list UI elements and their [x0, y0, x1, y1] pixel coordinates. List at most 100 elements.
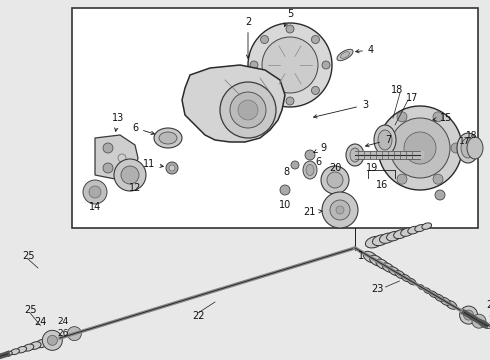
Text: 4: 4 — [356, 45, 374, 55]
Polygon shape — [95, 135, 138, 180]
Ellipse shape — [372, 235, 389, 246]
Circle shape — [103, 163, 113, 173]
Circle shape — [250, 61, 258, 69]
Text: 25: 25 — [24, 305, 37, 315]
Text: 8: 8 — [283, 167, 289, 177]
Ellipse shape — [401, 274, 411, 282]
Circle shape — [472, 314, 486, 328]
Circle shape — [166, 162, 178, 174]
Text: 10: 10 — [279, 200, 291, 210]
Circle shape — [336, 206, 344, 214]
Text: 24: 24 — [58, 317, 69, 326]
Ellipse shape — [435, 294, 444, 301]
Text: 2: 2 — [245, 17, 251, 58]
Ellipse shape — [446, 301, 457, 309]
Circle shape — [390, 118, 450, 178]
Text: 24: 24 — [487, 300, 490, 310]
Circle shape — [451, 143, 461, 153]
Text: 14: 14 — [89, 202, 101, 212]
Ellipse shape — [369, 255, 383, 266]
Circle shape — [67, 327, 81, 341]
Ellipse shape — [418, 285, 424, 290]
Text: 20: 20 — [329, 163, 341, 173]
Circle shape — [433, 174, 443, 184]
Circle shape — [48, 335, 57, 345]
Ellipse shape — [159, 132, 177, 144]
Text: 6: 6 — [132, 123, 154, 135]
Ellipse shape — [303, 161, 317, 179]
Circle shape — [121, 166, 139, 184]
Ellipse shape — [350, 148, 360, 162]
Circle shape — [379, 143, 389, 153]
Text: 9: 9 — [314, 143, 326, 153]
Ellipse shape — [395, 271, 405, 279]
Ellipse shape — [415, 225, 425, 232]
Circle shape — [327, 172, 343, 188]
Text: 21: 21 — [304, 207, 322, 217]
Circle shape — [103, 143, 113, 153]
Circle shape — [464, 310, 474, 320]
Ellipse shape — [382, 263, 394, 272]
Ellipse shape — [408, 226, 419, 234]
Ellipse shape — [341, 52, 349, 58]
Text: 16: 16 — [376, 180, 388, 190]
Circle shape — [404, 132, 436, 164]
Circle shape — [312, 36, 319, 44]
Text: 3: 3 — [314, 100, 368, 118]
Circle shape — [322, 61, 330, 69]
Ellipse shape — [401, 228, 414, 236]
Text: 22: 22 — [192, 311, 204, 321]
Circle shape — [435, 190, 445, 200]
Text: 19: 19 — [366, 163, 378, 173]
Ellipse shape — [17, 346, 26, 353]
Ellipse shape — [337, 49, 353, 61]
Ellipse shape — [478, 320, 490, 329]
Text: 24: 24 — [34, 317, 47, 327]
Ellipse shape — [408, 278, 416, 285]
Ellipse shape — [306, 165, 314, 175]
Ellipse shape — [467, 137, 483, 159]
Circle shape — [378, 106, 462, 190]
Text: 25: 25 — [22, 251, 34, 261]
Text: 25: 25 — [489, 315, 490, 325]
Text: 5: 5 — [284, 9, 293, 27]
Circle shape — [322, 192, 358, 228]
Circle shape — [262, 37, 318, 93]
Text: 6: 6 — [315, 157, 321, 167]
Circle shape — [42, 330, 62, 350]
Circle shape — [114, 159, 146, 191]
Circle shape — [321, 166, 349, 194]
Text: 18: 18 — [466, 130, 478, 139]
Ellipse shape — [346, 144, 364, 166]
Circle shape — [238, 100, 258, 120]
Text: 26: 26 — [58, 329, 69, 338]
Circle shape — [220, 82, 276, 138]
Text: 11: 11 — [143, 159, 163, 169]
Circle shape — [397, 174, 407, 184]
Circle shape — [291, 161, 299, 169]
Text: 17: 17 — [459, 138, 471, 147]
Ellipse shape — [29, 342, 41, 350]
Ellipse shape — [393, 230, 407, 239]
Text: 15: 15 — [433, 113, 452, 123]
Circle shape — [397, 112, 407, 122]
Circle shape — [286, 97, 294, 105]
Circle shape — [312, 86, 319, 94]
Ellipse shape — [363, 251, 378, 263]
Text: 23: 23 — [371, 284, 384, 294]
Text: 13: 13 — [112, 113, 124, 131]
Ellipse shape — [42, 337, 55, 346]
Ellipse shape — [389, 267, 400, 275]
Circle shape — [89, 186, 101, 198]
Ellipse shape — [154, 128, 182, 148]
Ellipse shape — [422, 223, 432, 229]
Circle shape — [169, 165, 175, 171]
Circle shape — [248, 23, 332, 107]
Ellipse shape — [461, 138, 475, 158]
Ellipse shape — [387, 231, 401, 241]
Circle shape — [261, 36, 269, 44]
Circle shape — [460, 306, 478, 324]
Ellipse shape — [424, 288, 431, 293]
Text: 17: 17 — [406, 93, 418, 103]
Circle shape — [433, 112, 443, 122]
